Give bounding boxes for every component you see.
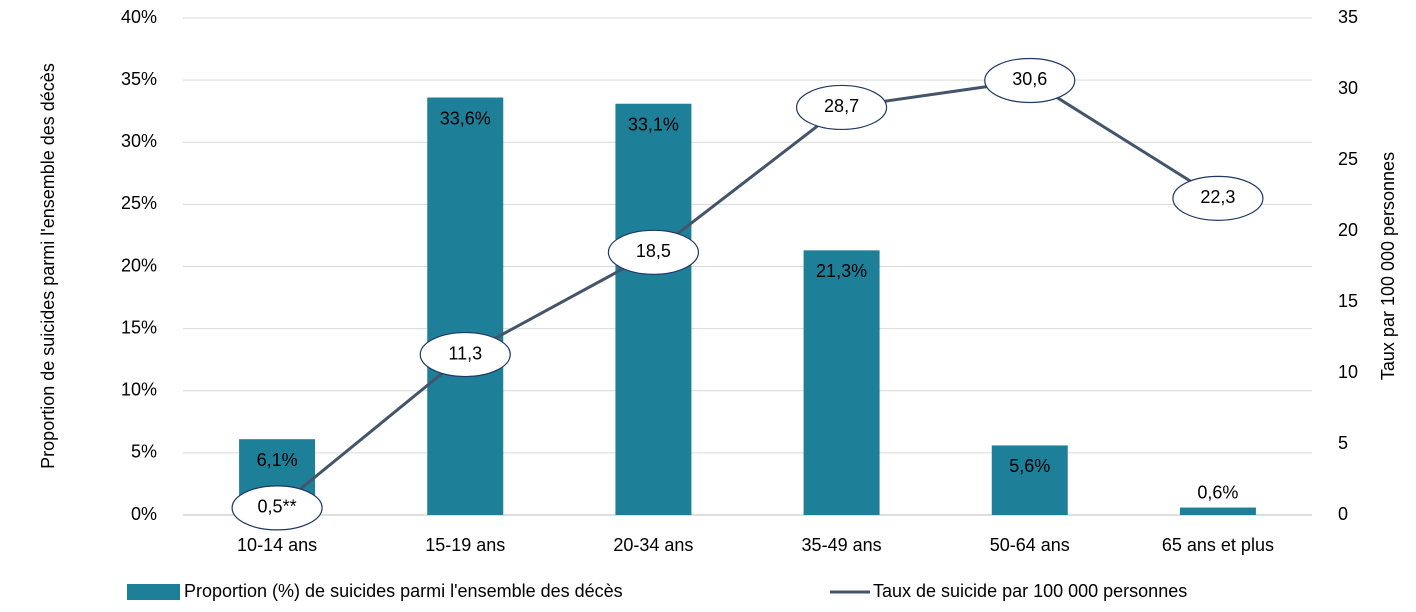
point-value-label: 28,7 [824, 96, 859, 116]
bar-value-label: 0,6% [1197, 482, 1238, 502]
y-tick-label: 0% [131, 504, 157, 524]
x-tick-label: 15-19 ans [425, 535, 505, 555]
legend-swatch [127, 584, 180, 600]
bar [615, 103, 692, 516]
y2-tick-label: 35 [1338, 7, 1358, 27]
y-tick-label: 35% [121, 69, 157, 89]
y-tick-label: 30% [121, 131, 157, 151]
point-label-bubble [795, 84, 888, 131]
y-tick-label: 20% [121, 255, 157, 275]
bar [1179, 507, 1256, 515]
y2-tick-label: 20 [1338, 220, 1358, 240]
point-value-label: 22,3 [1200, 187, 1235, 207]
bar [803, 250, 880, 515]
legend-label: Taux de suicide par 100 000 personnes [873, 581, 1187, 601]
bar-value-label: 6,1% [257, 450, 298, 470]
point-label-bubble [231, 485, 323, 531]
x-tick-label: 20-34 ans [613, 535, 693, 555]
y2-tick-label: 30 [1338, 78, 1358, 98]
point-label-bubble [984, 57, 1076, 104]
line [276, 78, 1219, 510]
y2-tick-label: 5 [1338, 433, 1348, 453]
y2-tick-label: 15 [1338, 291, 1358, 311]
point-label-bubble [607, 229, 700, 275]
y-tick-label: 25% [121, 193, 157, 213]
x-tick-label: 10-14 ans [237, 535, 317, 555]
bar-value-label: 21,3% [816, 261, 867, 281]
point-label-bubble [419, 331, 511, 378]
y2-tick-label: 25 [1338, 149, 1358, 169]
y-tick-label: 5% [131, 442, 157, 462]
point-value-label: 18,5 [636, 241, 671, 261]
y-tick-label: 40% [121, 7, 157, 27]
bar-value-label: 33,6% [440, 108, 491, 128]
point-value-label: 11,3 [448, 343, 482, 363]
y2-tick-label: 0 [1338, 504, 1348, 524]
y2-tick-label: 10 [1338, 362, 1358, 382]
bar [427, 97, 504, 516]
y-tick-label: 15% [121, 317, 157, 337]
bar-value-label: 33,1% [628, 114, 679, 134]
legend-label: Proportion (%) de suicides parmi l'ensem… [184, 581, 623, 601]
bar [991, 445, 1068, 515]
x-tick-label: 65 ans et plus [1162, 535, 1274, 555]
y-tick-label: 10% [121, 380, 157, 400]
x-tick-label: 35-49 ans [802, 535, 882, 555]
point-value-label: 0,5** [258, 497, 297, 517]
bar-value-label: 5,6% [1009, 456, 1050, 476]
point-value-label: 30,6 [1012, 69, 1047, 89]
x-tick-label: 50-64 ans [990, 535, 1070, 555]
point-label-bubble [1172, 175, 1264, 221]
